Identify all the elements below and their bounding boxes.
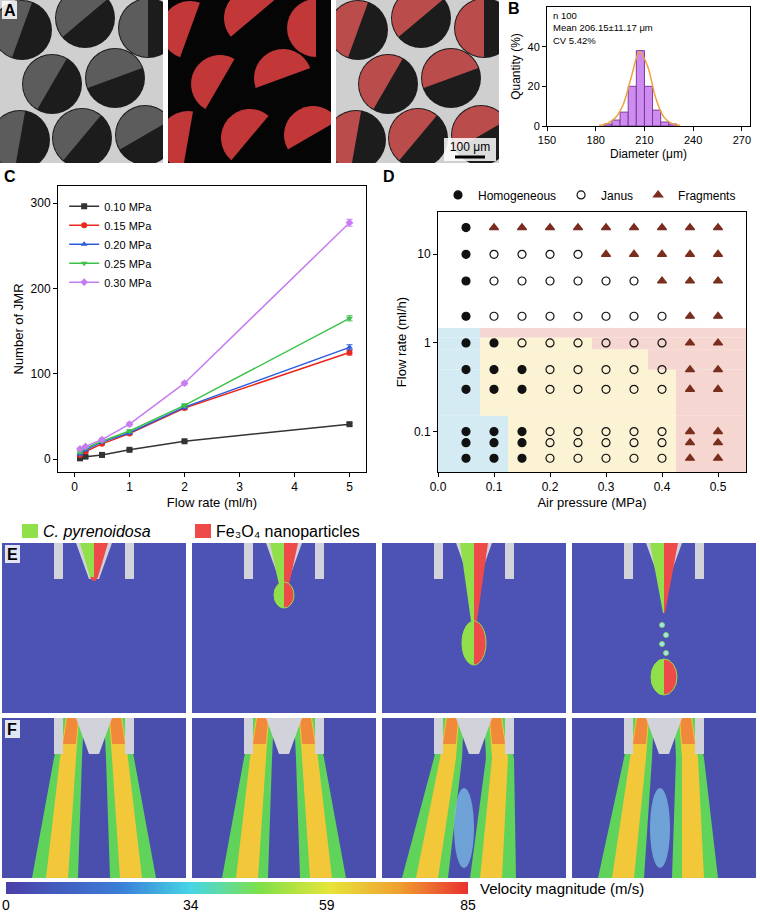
svg-text:100 μm: 100 μm [450,140,490,154]
svg-text:4: 4 [291,480,298,494]
svg-text:300: 300 [31,196,51,210]
svg-text:0.1: 0.1 [414,425,431,439]
svg-text:0.25 MPa: 0.25 MPa [104,258,152,270]
svg-text:Number of JMR: Number of JMR [11,283,26,374]
svg-text:210: 210 [635,134,653,146]
svg-text:0: 0 [71,480,78,494]
svg-text:0.1: 0.1 [486,480,503,494]
svg-text:Quantity (%): Quantity (%) [509,33,523,100]
svg-text:Flow rate (ml/h): Flow rate (ml/h) [167,495,257,510]
svg-text:0: 0 [44,452,51,466]
svg-text:Janus: Janus [601,189,633,203]
svg-text:n 100Mean 206.15±11.17 μmCV 5.: n 100Mean 206.15±11.17 μmCV 5.42% [553,10,653,46]
svg-text:1: 1 [126,480,133,494]
svg-text:34: 34 [183,897,199,913]
svg-text:0.0: 0.0 [430,480,447,494]
svg-text:20: 20 [528,80,540,92]
svg-text:0: 0 [534,120,540,132]
svg-text:240: 240 [684,134,702,146]
svg-text:0.30 MPa: 0.30 MPa [104,277,152,289]
svg-text:F: F [7,721,17,738]
svg-text:0.2: 0.2 [542,480,559,494]
svg-text:Air pressure (MPa): Air pressure (MPa) [537,495,646,510]
svg-text:10: 10 [417,247,431,261]
svg-text:E: E [7,546,18,563]
svg-text:150: 150 [538,134,556,146]
svg-text:0: 0 [2,897,10,913]
svg-text:Fe₃O₄ nanoparticles: Fe₃O₄ nanoparticles [216,523,360,540]
svg-text:180: 180 [587,134,605,146]
html-text:C: C [4,168,16,185]
svg-text:200: 200 [31,282,51,296]
svg-text:1: 1 [424,336,431,350]
svg-text:0.15 MPa: 0.15 MPa [104,220,152,232]
svg-text:0.20 MPa: 0.20 MPa [104,239,152,251]
svg-text:0.5: 0.5 [710,480,727,494]
svg-text:Velocity magnitude (m/s): Velocity magnitude (m/s) [480,880,644,897]
svg-text:Homogeneous: Homogeneous [478,189,556,203]
svg-text:3: 3 [236,480,243,494]
svg-text:270: 270 [733,134,751,146]
html-text:D: D [383,168,395,185]
svg-text:Fragments: Fragments [678,189,735,203]
svg-text:59: 59 [319,897,335,913]
svg-text:Flow rate (ml/h): Flow rate (ml/h) [394,297,409,387]
svg-text:85: 85 [460,897,476,913]
svg-text:Diameter (μm): Diameter (μm) [610,147,687,161]
svg-text:40: 40 [528,41,540,53]
svg-text:0.10 MPa: 0.10 MPa [104,201,152,213]
svg-text:100: 100 [31,367,51,381]
svg-text:0.4: 0.4 [654,480,671,494]
svg-text:0.3: 0.3 [598,480,615,494]
svg-text:5: 5 [346,480,353,494]
svg-text:A: A [4,2,16,19]
svg-text:2: 2 [181,480,188,494]
svg-text:C. pyrenoidosa: C. pyrenoidosa [43,523,151,540]
html-text:B: B [508,0,520,17]
